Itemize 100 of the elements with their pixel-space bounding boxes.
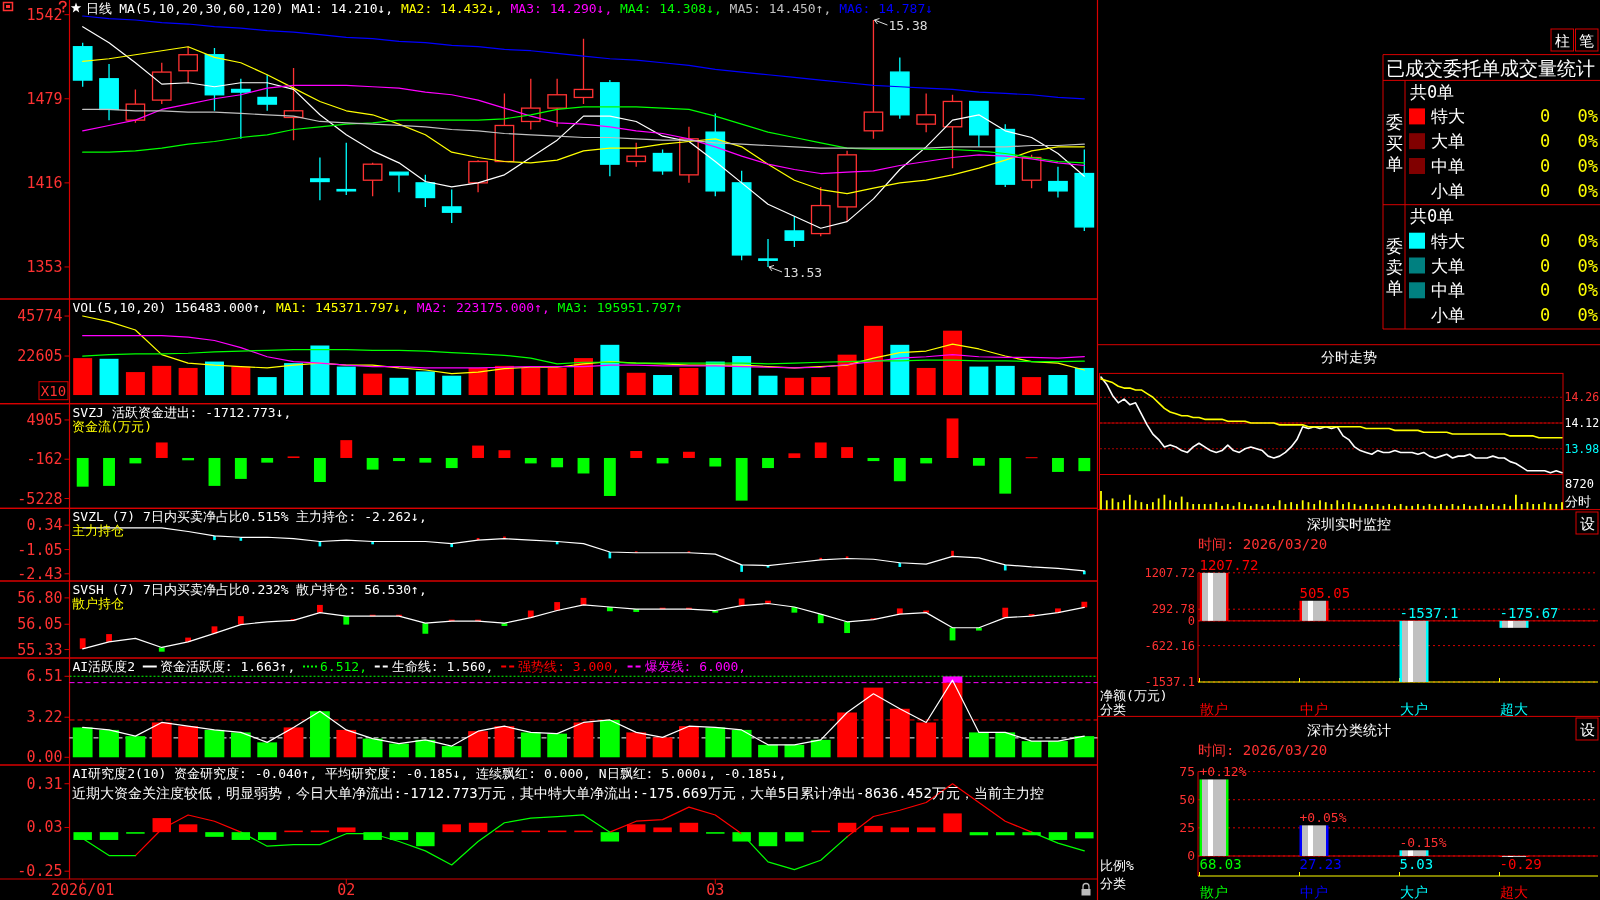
annotation: 13.53 <box>783 264 823 280</box>
data-label: 1207.72 <box>1199 556 1259 573</box>
y-tick-label: 14.12 <box>1564 416 1600 431</box>
text: 已成交委托单成交量统计 <box>1386 57 1595 79</box>
text: 8720 <box>1565 477 1594 491</box>
y-tick-label: -2.43 <box>17 564 63 583</box>
y-tick-label: 56.80 <box>17 588 63 607</box>
data-label: 0% <box>1577 255 1598 276</box>
text: MA6: 14.787↓ <box>839 1 934 16</box>
y-tick-label: 22605 <box>17 347 63 366</box>
y-tick-label: -162 <box>26 450 63 469</box>
annotation: +0.05% <box>1299 809 1347 825</box>
legend-label: 爆发线: 6.000, <box>644 659 747 674</box>
y-tick-label: 1353 <box>26 257 63 276</box>
text: MA5: 14.450↑, <box>729 1 832 16</box>
y-tick-label: -1.05 <box>17 540 63 559</box>
y-tick-label: 0.34 <box>26 516 63 535</box>
chart-title: 深市分类统计 <box>1307 722 1391 738</box>
category-label: 特大 <box>1431 230 1465 251</box>
chart-subtitle: 7日内买卖净占比0.515% <box>142 509 289 525</box>
chart-title: VOL(5,10,20) <box>72 300 167 315</box>
data-label: 0% <box>1577 131 1598 152</box>
chart-title: AI活跃度2 <box>72 659 135 674</box>
text: MA2: 223175.000↑, <box>416 300 550 315</box>
x-tick-label: 超大 <box>1500 884 1528 900</box>
text: MA3: 195951.797↑ <box>557 300 683 315</box>
y-tick-label: 1542 <box>26 5 63 24</box>
chart-subtitle: 156483.000↑, <box>174 300 269 315</box>
y-tick-label: -1537.1 <box>1144 675 1195 689</box>
chart-title: SVZL (7) <box>72 509 136 525</box>
chart-subtitle: 时间: 2026/03/20 <box>1198 742 1328 758</box>
x-tick-label: 散户 <box>1200 884 1228 900</box>
data-label: -175.67 <box>1499 604 1559 621</box>
text: MA1: 14.210↓, <box>291 1 394 16</box>
y-axis-title: 主力持仓 <box>71 523 124 539</box>
y-tick-label: -622.16 <box>1144 638 1195 653</box>
y-tick-label: 0.31 <box>26 774 63 793</box>
x-tick-label: 02 <box>337 881 356 899</box>
x-tick-label: 03 <box>706 881 725 899</box>
text: 共0单 <box>1410 206 1455 227</box>
x-axis-title: 分类 <box>1100 876 1126 891</box>
annotation: -0.15% <box>1399 834 1447 850</box>
y-tick-label: 1207.72 <box>1144 565 1195 580</box>
annotation: 15.38 <box>888 18 928 34</box>
text: MA1: 145371.797↓, <box>275 300 409 315</box>
chart-subtitle: 时间: 2026/03/20 <box>1198 536 1328 552</box>
y-tick-label: 45774 <box>17 307 63 326</box>
series-label: 主力持仓: -2.262↓, <box>296 509 427 525</box>
y-tick-label: 0.03 <box>26 818 63 837</box>
y-tick-label: 13.98 <box>1564 441 1600 456</box>
legend-label: 资金活跃度: 1.663↑, <box>159 659 296 674</box>
text: 设 <box>1579 720 1595 739</box>
y-tick-label: 4905 <box>26 410 63 429</box>
y-tick-label: 50 <box>1179 791 1195 807</box>
text: 设 <box>1579 514 1595 533</box>
category-label: 小单 <box>1431 305 1465 326</box>
chart-title: 深圳实时监控 <box>1307 516 1391 532</box>
text: 笔 <box>1579 31 1595 50</box>
data-label: -0.29 <box>1499 856 1542 872</box>
text: 柱 <box>1554 31 1570 50</box>
series-label: 散户持仓: 56.530↑, <box>296 582 427 597</box>
data-label: 0% <box>1577 156 1598 176</box>
chart-subtitle: MA(5,10,20,30,60,120) <box>119 1 284 16</box>
y-tick-label: -5228 <box>17 489 63 508</box>
data-label: 0% <box>1577 106 1598 127</box>
y-tick-label: 1416 <box>26 173 63 192</box>
text: MA4: 14.308↓, <box>620 1 722 16</box>
data-label: 68.03 <box>1199 856 1242 872</box>
data-label: -1537.1 <box>1399 604 1459 621</box>
chart-title: AI研究度2(10) <box>72 766 167 781</box>
y-tick-label: 55.33 <box>17 640 63 659</box>
data-label: 0 <box>1539 255 1551 276</box>
data-label: 0% <box>1577 305 1598 326</box>
data-label: 0% <box>1577 180 1598 201</box>
chart-title: SVSH (7) <box>72 582 136 597</box>
data-label: 27.23 <box>1299 856 1342 872</box>
y-axis-title: 散户持仓 <box>71 596 124 611</box>
data-label: 0 <box>1539 230 1551 251</box>
data-label: 0 <box>1539 305 1551 326</box>
y-tick-label: 1479 <box>26 89 63 108</box>
x-axis-title: 分类 <box>1100 702 1126 717</box>
chart-title: 分时走势 <box>1321 349 1377 365</box>
text: X10 <box>40 382 67 399</box>
x-tick-label: 超大 <box>1500 701 1528 717</box>
data-label: 5.03 <box>1399 856 1434 872</box>
ref-line-label: 6.512, <box>320 659 367 674</box>
x-axis-title: 分时 <box>1565 494 1591 509</box>
y-tick-label: 14.26 <box>1564 390 1600 405</box>
category-label: 大单 <box>1431 255 1465 276</box>
category-label: 中单 <box>1431 280 1465 301</box>
chart-subtitle: 7日内买卖净占比0.232% <box>142 582 289 597</box>
chart-title: 日线 <box>85 1 112 16</box>
y-tick-label: 6.51 <box>26 667 63 686</box>
legend-label: 强势线: 3.000, <box>518 659 620 674</box>
y-tick-label: -0.25 <box>17 862 63 881</box>
chart-subtitle: 资金研究度: -0.040↑, 平均研究度: -0.185↓, 连续飘红: 0.000, N日飘红: 5.000↓, -0.185↓, <box>174 766 787 781</box>
data-label: 505.05 <box>1299 584 1351 601</box>
y-axis-title: 比例% <box>1100 858 1134 873</box>
legend-label: 生命线: 1.560, <box>391 659 494 674</box>
chart-subtitle: 活跃资金进出: -1712.773↓, <box>111 404 292 420</box>
